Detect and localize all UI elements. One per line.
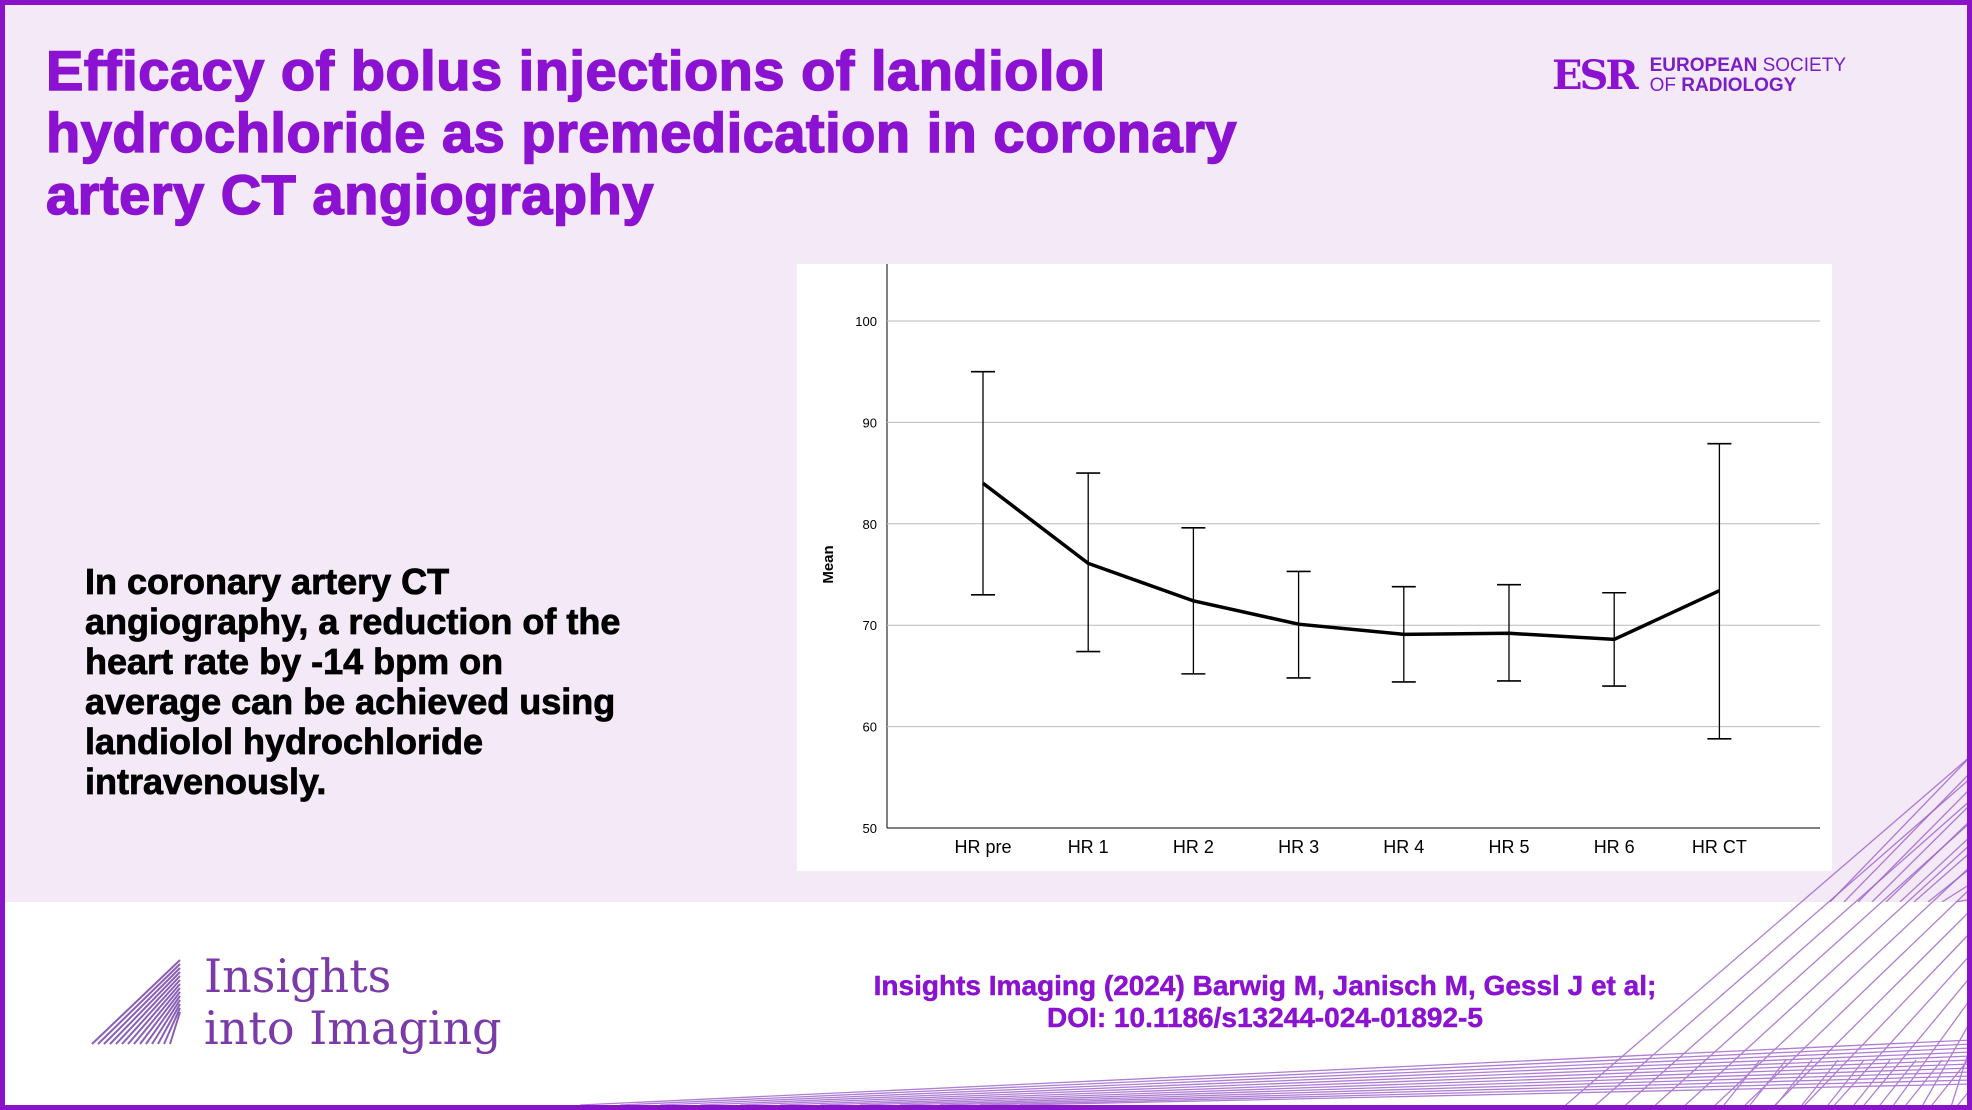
esr-logo-text: OF bbox=[1649, 74, 1677, 96]
x-tick-label: HR 3 bbox=[1278, 837, 1319, 857]
x-tick-label: HR CT bbox=[1692, 837, 1747, 857]
summary-line: average can be achieved using bbox=[85, 681, 616, 722]
summary-line: heart rate by -14 bpm on bbox=[85, 641, 504, 682]
x-tick-label: HR 1 bbox=[1068, 837, 1109, 857]
y-tick-label: 70 bbox=[863, 618, 877, 633]
y-tick-label: 80 bbox=[863, 517, 877, 532]
x-tick-label: HR 6 bbox=[1594, 837, 1635, 857]
mean-line bbox=[981, 481, 1721, 642]
esr-logo-text: RADIOLOGY bbox=[1681, 74, 1797, 96]
y-axis-label: Mean bbox=[820, 545, 837, 583]
insights-into-imaging-logo: Insights into Imaging bbox=[90, 950, 502, 1054]
title-line: Efficacy of bolus injections of landiolo… bbox=[45, 39, 1106, 103]
title-line: artery CT angiography bbox=[45, 163, 654, 227]
esr-logo-text: SOCIETY bbox=[1762, 54, 1846, 76]
esr-logo: ESR EUROPEAN SOCIETY OF RADIOLOGY bbox=[1552, 52, 1846, 99]
summary-line: In coronary artery CT bbox=[85, 561, 450, 602]
summary-line: landiolol hydrochloride bbox=[85, 721, 484, 762]
x-tick-label: HR 5 bbox=[1488, 837, 1529, 857]
x-tick-label: HR 4 bbox=[1383, 837, 1424, 857]
heart-rate-chart: 50 60 70 80 90 100 Mean HR pre HR 1 HR 2 HR 3 HR 4 H… bbox=[820, 264, 1820, 857]
citation-line[interactable]: Insights Imaging (2024) Barwig M, Janisc… bbox=[873, 970, 1657, 1002]
summary-line: angiography, a reduction of the bbox=[85, 601, 621, 642]
y-tick-label: 60 bbox=[863, 720, 877, 735]
esr-logo-mark: ESR bbox=[1552, 52, 1639, 99]
y-tick-label: 50 bbox=[863, 821, 877, 836]
x-tick-label: HR 2 bbox=[1173, 837, 1214, 857]
summary-line: intravenously. bbox=[85, 761, 327, 802]
chart-panel: 50 60 70 80 90 100 Mean HR pre HR 1 HR 2 HR 3 HR 4 H… bbox=[797, 264, 1832, 871]
citation: Insights Imaging (2024) Barwig M, Janisc… bbox=[700, 970, 1830, 1034]
title-line: hydrochloride as premedication in corona… bbox=[45, 101, 1238, 165]
page-title: Efficacy of bolus injections of landiolo… bbox=[45, 39, 1446, 227]
esr-logo-text: EUROPEAN bbox=[1649, 54, 1758, 76]
journal-name: Insights bbox=[204, 949, 392, 1003]
doi-link[interactable]: DOI: 10.1186/s13244-024-01892-5 bbox=[1047, 1002, 1483, 1034]
journal-name: into Imaging bbox=[204, 1001, 502, 1055]
journal-logo-icon bbox=[91, 959, 181, 1045]
y-tick-label: 100 bbox=[855, 314, 877, 329]
summary-text: In coronary artery CT angiography, a red… bbox=[85, 561, 765, 802]
x-tick-label: HR pre bbox=[954, 837, 1011, 857]
y-tick-label: 90 bbox=[863, 415, 877, 430]
